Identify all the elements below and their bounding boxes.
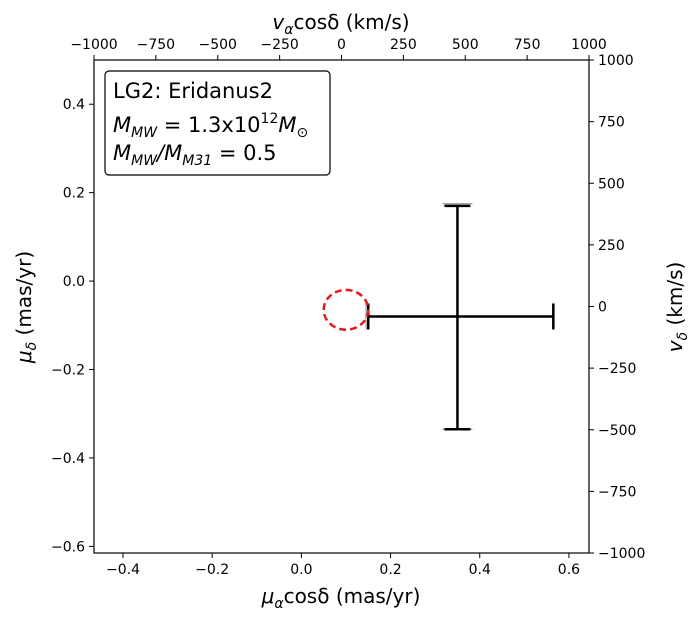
y-tick-label: 0.4 [63,97,85,113]
top-tick-label: 500 [452,37,479,53]
top-tick-label: −1000 [70,37,117,53]
y-tick-label: −0.2 [51,363,85,379]
right-tick-label: −750 [598,484,636,500]
annotation-line-2-end: M [278,113,296,137]
right-axis-label-sub: δ [675,332,691,341]
y-axis-label: μδ (mas/yr) [12,251,40,364]
right-axis-label-symbol: v [663,339,687,352]
top-axis-label-rest: cosδ (km/s) [294,10,410,34]
annotation-line-3-sub2: M31 [182,153,212,169]
right-tick-label: 1000 [598,53,634,69]
right-axis-label-rest: (km/s) [663,262,687,332]
y-tick-label: 0.2 [63,186,85,202]
right-tick-label: 250 [598,238,625,254]
x-axis-label-symbol: μ [261,584,275,608]
x-axis-label-sub: α [274,596,284,612]
annotation-line-2-symbol: M [113,113,131,137]
top-axis-label-sub: α [284,22,294,38]
right-tick-label: 0 [598,300,607,316]
top-tick-label: −750 [137,37,175,53]
x-axis-label: μαcosδ (mas/yr) [261,584,421,612]
top-tick-label: 1000 [571,37,607,53]
right-tick-label: 750 [598,115,625,131]
x-tick-label: 0.6 [558,562,580,578]
x-tick-label: −0.4 [106,562,140,578]
x-tick-label: 0.0 [290,562,312,578]
top-tick-label: 0 [337,37,346,53]
annotation-line-2-sub: MW [131,125,158,141]
annotation-line-3-sub: MW [131,153,158,169]
annotation-line-3-symbol: M [113,141,131,165]
top-tick-label: −500 [199,37,237,53]
top-axis-label: vαcosδ (km/s) [272,10,409,38]
top-tick-label: 250 [390,37,417,53]
annotation-line-1: LG2: Eridanus2 [113,79,273,103]
x-tick-label: −0.2 [195,562,229,578]
y-axis-label-rest: (mas/yr) [12,251,36,342]
y-axis-label-sub: δ [24,342,40,351]
annotation-line-2: MMW = 1.3x1012M⊙ [113,111,308,141]
y-tick-label: 0.0 [63,274,85,290]
x-tick-label: 0.4 [469,562,491,578]
prediction-ellipse [322,288,370,331]
right-axis-label: vδ (km/s) [663,262,691,353]
annotation-line-2-sup: 12 [261,111,279,127]
annotation-box [104,70,331,176]
y-tick-label: −0.6 [51,539,85,555]
annotation-line-3-value: = 0.5 [212,141,276,165]
annotation-line-2-value: = 1.3x10 [157,113,261,137]
right-tick-label: −500 [598,423,636,439]
y-axis-label-symbol: μ [12,350,36,364]
x-tick-label: 0.2 [379,562,401,578]
right-tick-label: −250 [598,361,636,377]
annotation-line-2-sun: ⊙ [297,125,309,141]
annotation-line-3-mid: /M [155,141,182,165]
x-axis-label-rest: cosδ (mas/yr) [284,584,421,608]
top-axis-label-symbol: v [272,10,285,34]
top-tick-label: −250 [260,37,298,53]
top-tick-label: 750 [514,37,541,53]
right-tick-label: −1000 [598,546,645,562]
annotation-line-3: MMW/MM31 = 0.5 [113,141,277,169]
y-tick-label: −0.4 [51,451,85,467]
right-tick-label: 500 [598,176,625,192]
